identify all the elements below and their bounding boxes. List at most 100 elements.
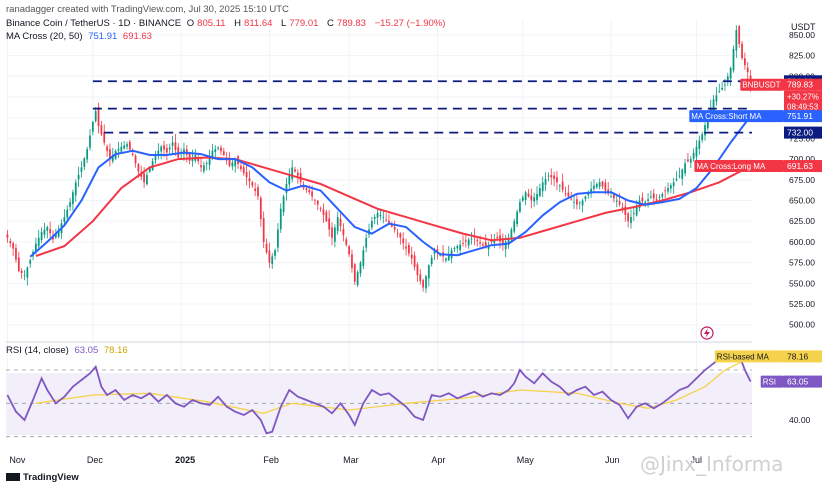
level-badge: 732.00 bbox=[784, 126, 822, 139]
candle-body bbox=[456, 246, 459, 249]
candle-body bbox=[445, 258, 447, 261]
candle-body bbox=[556, 177, 558, 183]
candle-body bbox=[513, 221, 516, 232]
candle-body bbox=[279, 208, 282, 230]
candle-body bbox=[259, 197, 262, 220]
candle-body bbox=[536, 193, 538, 201]
candle-body bbox=[72, 192, 74, 205]
candle-body bbox=[103, 131, 106, 143]
short-ma-badge-tag-label: MA Cross:Short MA bbox=[691, 112, 762, 121]
tradingview-logo[interactable]: TradingView bbox=[6, 472, 79, 483]
candle-body bbox=[743, 58, 746, 66]
candle-body bbox=[77, 174, 80, 180]
ohlc-change: −15.27 (−1.90%) bbox=[374, 18, 446, 29]
candle-body bbox=[174, 142, 177, 151]
candle-body bbox=[715, 95, 718, 102]
rsi-badge-tag bbox=[760, 375, 784, 388]
candle-body bbox=[533, 197, 536, 202]
candle-body bbox=[726, 76, 729, 82]
candle-body bbox=[43, 229, 46, 235]
candle-body bbox=[675, 178, 678, 181]
candle-body bbox=[598, 182, 601, 187]
candle-body bbox=[257, 187, 259, 197]
x-tick-label: Jul bbox=[690, 455, 702, 465]
candle-body bbox=[254, 188, 257, 191]
candle-body bbox=[49, 229, 52, 234]
rsi-badge-tag-label: RSI bbox=[763, 378, 776, 387]
candle-body bbox=[117, 148, 120, 151]
candle-body bbox=[652, 193, 655, 199]
ohlc-o: O 805.11 bbox=[186, 18, 226, 29]
candle-body bbox=[294, 169, 296, 172]
ma-legend[interactable]: MA Cross (20, 50) 751.91 691.63 bbox=[6, 31, 155, 43]
rsi-ma-badge-value-box bbox=[784, 350, 822, 363]
candle-body bbox=[316, 200, 319, 205]
candle-body bbox=[479, 242, 481, 244]
support-resistance-levels bbox=[92, 80, 752, 134]
candle-body bbox=[689, 159, 692, 163]
candle-body bbox=[590, 188, 593, 193]
tv-brand: TradingView bbox=[23, 472, 79, 483]
ma-lines bbox=[29, 115, 752, 258]
candle-body bbox=[191, 157, 194, 162]
candle-body bbox=[40, 231, 43, 240]
rsi-legend[interactable]: RSI (14, close) 63.05 78.16 bbox=[6, 345, 131, 357]
candle-body bbox=[530, 195, 533, 201]
last-price-badge-value: 789.83 bbox=[787, 80, 813, 90]
candle-body bbox=[393, 227, 396, 230]
lightning-icon[interactable] bbox=[700, 326, 714, 340]
candle-body bbox=[131, 153, 134, 155]
y-tick-label: 500.00 bbox=[789, 320, 815, 330]
x-tick-label: Feb bbox=[263, 455, 279, 465]
candle-body bbox=[578, 202, 581, 204]
candle-body bbox=[413, 255, 416, 267]
candle-body bbox=[154, 154, 157, 161]
candle-body bbox=[274, 250, 276, 256]
candle-body bbox=[97, 107, 100, 126]
candle-body bbox=[604, 182, 607, 191]
candle-body bbox=[521, 197, 524, 201]
candle-body bbox=[356, 272, 359, 286]
candle-body bbox=[490, 240, 493, 242]
candle-body bbox=[282, 196, 285, 213]
candle-body bbox=[669, 185, 672, 189]
candle-body bbox=[735, 29, 738, 51]
candle-body bbox=[658, 197, 661, 199]
candle-body bbox=[134, 155, 137, 164]
candle-body bbox=[416, 264, 419, 276]
candle-body bbox=[493, 239, 496, 244]
candle-body bbox=[314, 199, 316, 201]
candle-body bbox=[15, 247, 17, 260]
candle-body bbox=[618, 201, 621, 205]
candle-body bbox=[630, 217, 632, 224]
rsi-y-tick: 40.00 bbox=[789, 415, 811, 425]
candle-body bbox=[288, 175, 291, 185]
candle-body bbox=[89, 135, 91, 148]
candle-body bbox=[379, 215, 382, 217]
y-tick-label: 675.00 bbox=[789, 175, 815, 185]
short-ma-badge-tag bbox=[689, 110, 784, 123]
candle-body bbox=[738, 26, 741, 45]
candle-body bbox=[661, 193, 664, 197]
candle-body bbox=[353, 264, 356, 282]
candle-body bbox=[245, 172, 248, 178]
candle-body bbox=[704, 125, 706, 136]
candle-body bbox=[123, 145, 126, 149]
candle-body bbox=[422, 280, 425, 288]
currency-label: USDT bbox=[791, 22, 816, 32]
candle-body bbox=[271, 256, 274, 264]
candle-body bbox=[240, 165, 242, 170]
candle-body bbox=[168, 147, 171, 150]
y-tick-label: 825.00 bbox=[789, 51, 815, 61]
y-tick-label: 600.00 bbox=[789, 237, 815, 247]
candle-body bbox=[501, 239, 504, 246]
candle-body bbox=[351, 254, 353, 268]
candle-body bbox=[464, 240, 467, 242]
candle-body bbox=[359, 262, 362, 274]
candle-body bbox=[86, 149, 89, 160]
candle-body bbox=[322, 209, 325, 216]
candle-body bbox=[581, 200, 584, 206]
x-tick-label: Dec bbox=[87, 455, 104, 465]
candle-body bbox=[163, 145, 165, 150]
